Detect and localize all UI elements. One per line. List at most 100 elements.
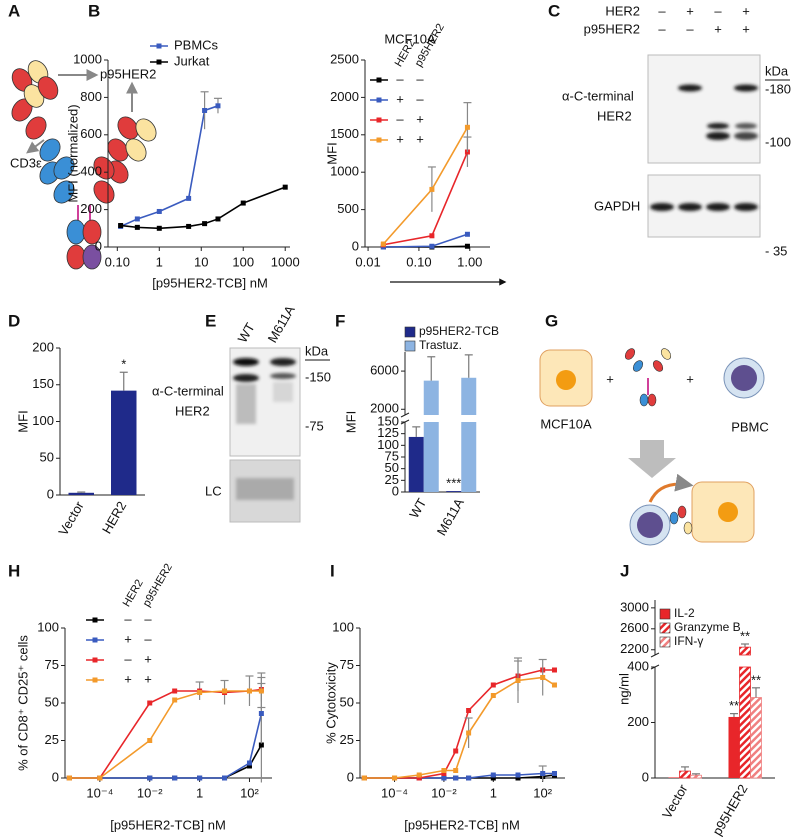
condition-sign: + (714, 21, 722, 36)
antibody-label: α-C-terminal (152, 383, 224, 398)
data-point (416, 772, 422, 778)
data-point (453, 748, 459, 754)
series-line (69, 688, 262, 779)
data-point (197, 775, 203, 781)
y-axis-label: % of CD8⁺ CD25⁺ cells (15, 635, 30, 771)
lane-label: WT (235, 320, 258, 345)
data-point (222, 688, 228, 694)
panel-letter: B (88, 1, 100, 20)
series-line (364, 669, 555, 779)
condition-label: HER2 (605, 3, 640, 18)
antibody-diagram (11, 60, 157, 270)
legend-sign: – (416, 91, 424, 106)
legend-sign: + (144, 671, 152, 686)
data-point (490, 682, 496, 688)
bar (668, 777, 680, 778)
legend-swatch (404, 340, 416, 352)
annotation: ** (751, 672, 761, 687)
data-point (453, 775, 459, 781)
antibody-label: HER2 (597, 108, 632, 123)
data-point (202, 221, 208, 227)
legend-header: p95HER2 (141, 562, 175, 609)
x-tick-label: 10² (240, 785, 259, 800)
y-tick-label: 1000 (73, 51, 102, 66)
panel-letter: C (548, 1, 560, 20)
bar (446, 491, 462, 492)
y-tick-label: 75 (340, 657, 354, 672)
condition-label: p95HER2 (584, 21, 640, 36)
data-point (246, 688, 252, 694)
data-point (118, 222, 124, 228)
data-point (464, 124, 470, 130)
data-point (258, 711, 264, 716)
legend-sign: + (396, 91, 404, 106)
y-axis-label: MFI (15, 410, 30, 432)
bar (408, 436, 424, 492)
y-tick-label: 0 (95, 238, 102, 253)
loading-label: GAPDH (594, 198, 640, 213)
data-point (441, 775, 447, 781)
data-point (441, 771, 447, 776)
legend-sign: + (124, 671, 132, 686)
bar (690, 774, 702, 779)
bar (739, 666, 751, 779)
annotation: ** (740, 628, 750, 643)
panel-letter: F (335, 311, 345, 330)
bar (423, 422, 439, 492)
y-tick-label: 150 (377, 413, 399, 428)
legend-marker (92, 637, 98, 643)
cell-label: MCF10A (540, 416, 592, 431)
blot-c: HER2 p95HER2 – + – + – – + + kDa -180 -1… (562, 3, 791, 258)
y-axis-label: ng/ml (616, 673, 631, 705)
data-point (429, 186, 435, 192)
data-point (222, 775, 228, 781)
y-tick-label: 50 (40, 450, 54, 465)
x-tick-label: 1000 (271, 254, 300, 269)
condition-sign: – (658, 21, 666, 36)
x-tick-label: 0.10 (406, 254, 431, 269)
data-point (515, 775, 521, 781)
data-point (147, 700, 153, 706)
data-point (147, 775, 153, 781)
panel-letter: D (8, 311, 20, 330)
legend-sign: + (416, 131, 424, 146)
plus-sign: + (606, 371, 614, 386)
bar (728, 716, 740, 778)
data-point (464, 243, 470, 249)
data-point (240, 200, 246, 206)
x-tick-label: Vector (659, 781, 691, 821)
legend-sign: – (144, 611, 152, 626)
bar (679, 770, 691, 779)
bar (68, 492, 94, 495)
panel-letter: J (620, 561, 629, 580)
x-axis-label: [p95HER2-TCB] nM (404, 817, 520, 832)
panel-letter: E (205, 311, 216, 330)
condition-sign: + (742, 21, 750, 36)
data-point (551, 682, 557, 688)
x-tick-label: 10⁻⁴ (86, 785, 113, 800)
y-tick-label: 2500 (330, 51, 359, 66)
data-point (551, 771, 557, 776)
bar (750, 697, 762, 779)
y-tick-label: 25 (385, 472, 399, 487)
data-point (258, 742, 264, 748)
data-point (441, 768, 447, 773)
antibody-label: HER2 (175, 403, 210, 418)
bar (739, 646, 751, 656)
x-axis-label: [p95HER2-TCB] nM (152, 275, 268, 290)
chart-title: MCF10A (384, 31, 436, 46)
data-point (466, 708, 472, 713)
legend-marker (156, 59, 162, 65)
legend-swatch (659, 622, 671, 634)
y-axis-label: % Cytotoxicity (323, 662, 338, 744)
blot-e: WT M611A kDa -150 -75 α-C-terminal HER2 … (152, 303, 331, 523)
panel-letter: I (330, 561, 335, 580)
lane-label: M611A (265, 303, 298, 346)
legend-label: IFN-γ (674, 634, 703, 648)
legend-swatch (404, 326, 416, 338)
data-point (215, 216, 221, 222)
panel-letter: H (8, 561, 20, 580)
y-tick-label: 0 (642, 769, 649, 784)
y-tick-label: 3000 (620, 599, 649, 614)
data-point (147, 738, 153, 743)
